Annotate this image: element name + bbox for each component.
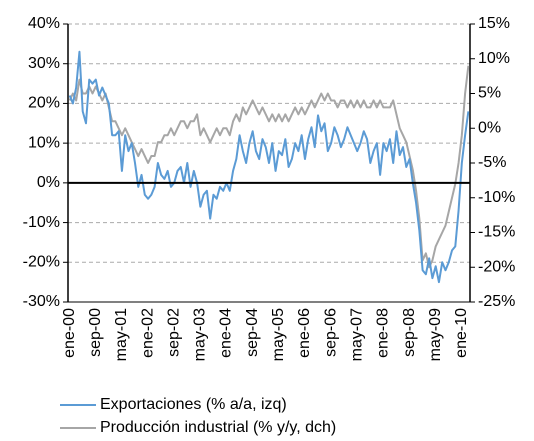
series-line [68, 65, 470, 269]
y2-tick-label: 0% [478, 119, 501, 136]
x-tick-label: ene-06 [296, 308, 313, 358]
x-tick-label: sep-00 [87, 308, 104, 357]
x-tick-label: ene-08 [375, 308, 392, 358]
x-tick-label: may-05 [270, 308, 287, 361]
y-tick-label: 30% [28, 55, 60, 72]
y2-tick-label: 5% [478, 85, 501, 102]
legend-label: Producción industrial (% y/y, dch) [100, 419, 336, 436]
x-tick-label: sep-04 [244, 308, 261, 357]
x-tick-label: may-01 [113, 308, 130, 361]
y-tick-label: 10% [28, 134, 60, 151]
y-tick-label: -10% [23, 214, 60, 231]
series-line [68, 50, 470, 284]
y2-tick-label: -5% [478, 154, 506, 171]
y2-tick-label: 15% [478, 15, 510, 32]
y-tick-label: -20% [23, 254, 60, 271]
legend-label: Exportaciones (% a/a, izq) [100, 396, 287, 413]
y-tick-label: 40% [28, 15, 60, 32]
x-tick-label: ene-10 [453, 308, 470, 358]
x-tick-label: may-07 [348, 308, 365, 361]
x-tick-label: may-03 [192, 308, 209, 361]
x-tick-label: ene-00 [61, 308, 78, 358]
x-tick-label: sep-08 [401, 308, 418, 357]
y2-tick-label: -20% [478, 258, 515, 275]
y-tick-label: 20% [28, 95, 60, 112]
x-tick-label: sep-02 [165, 308, 182, 357]
x-tick-label: ene-04 [218, 308, 235, 358]
x-tick-label: ene-02 [139, 308, 156, 358]
y2-tick-label: 10% [478, 50, 510, 67]
x-tick-label: may-09 [427, 308, 444, 361]
y2-tick-label: -10% [478, 189, 515, 206]
y2-tick-label: -15% [478, 224, 515, 241]
y-tick-label: -30% [23, 293, 60, 310]
x-tick-label: sep-06 [322, 308, 339, 357]
y2-tick-label: -25% [478, 293, 515, 310]
y-tick-label: 0% [37, 174, 60, 191]
